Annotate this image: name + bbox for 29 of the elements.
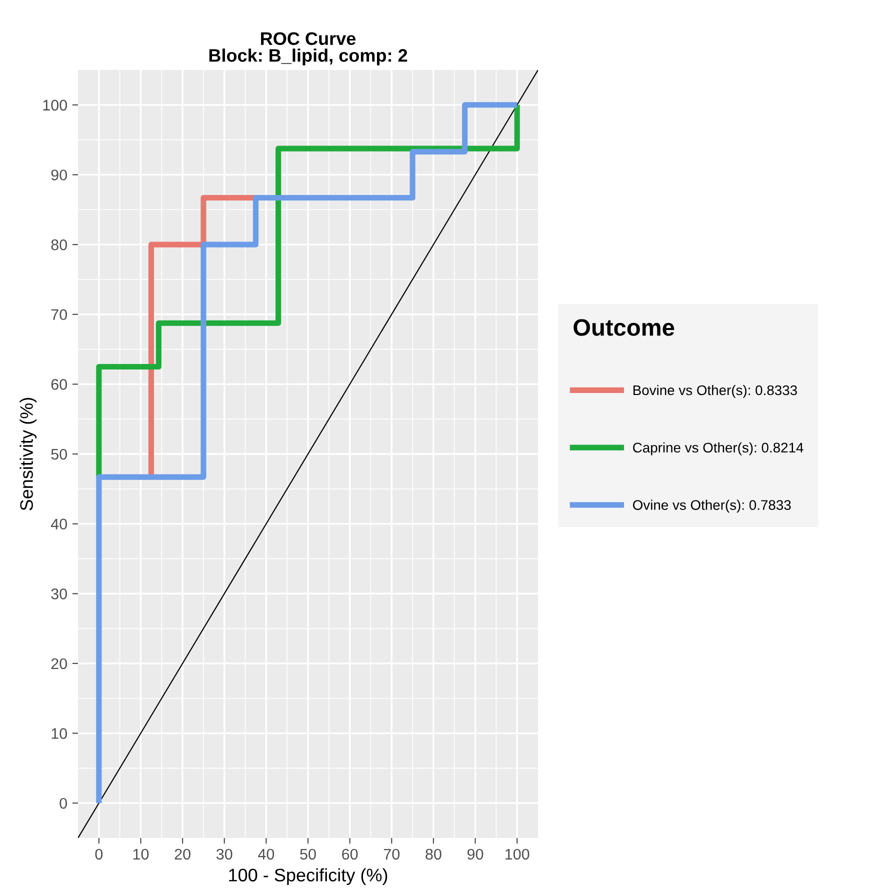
y-tick-label: 20 (51, 658, 67, 670)
x-tick-label: 90 (467, 848, 484, 860)
legend-label: Caprine vs Other(s): 0.8214 (633, 442, 804, 456)
x-tick-label: 70 (384, 848, 400, 860)
y-tick-label: 10 (52, 728, 67, 739)
y-tick-label: 40 (50, 518, 67, 530)
legend-label: Ovine vs Other(s): 0.7833 (633, 500, 791, 513)
x-tick-label: 50 (300, 848, 316, 860)
y-tick-label: 30 (51, 588, 67, 600)
legend-title: Outcome (574, 319, 674, 336)
x-tick-label: 10 (133, 848, 149, 860)
y-tick-label: 90 (51, 170, 67, 180)
y-tick-label: 100 (43, 100, 67, 111)
x-tick-label: 80 (426, 848, 442, 860)
legend-label: Bovine vs Other(s): 0.8333 (633, 384, 797, 398)
x-axis-title: 100 - Specificity (%) (229, 868, 388, 886)
y-axis-title: Sensitivity (%) (20, 398, 37, 510)
y-tick-label: 80 (51, 239, 67, 250)
x-tick-label: 20 (174, 848, 190, 860)
x-tick-label: 0 (95, 848, 103, 860)
chart-title: ROC Curve Block: B_lipid, comp: 2 (209, 32, 408, 66)
y-tick-label: 60 (51, 379, 67, 390)
y-tick-label: 0 (60, 798, 67, 809)
x-tick-label: 100 (506, 848, 530, 860)
x-tick-label: 30 (216, 848, 232, 860)
y-tick-label: 50 (51, 448, 67, 460)
x-tick-label: 60 (342, 848, 358, 860)
x-tick-label: 40 (258, 848, 274, 860)
y-tick-label: 70 (51, 309, 67, 320)
